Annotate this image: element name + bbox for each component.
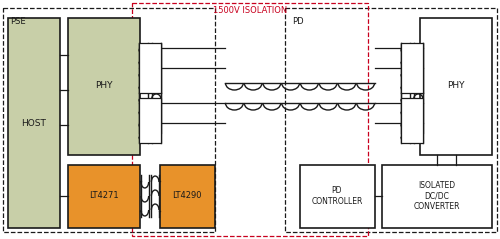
Text: PSE: PSE [10,17,26,26]
Text: PD
CONTROLLER: PD CONTROLLER [312,186,362,206]
Bar [300,165,375,228]
Bar [382,165,492,228]
Text: PD: PD [292,17,304,26]
Bar [132,3,368,236]
Bar [139,98,161,143]
Text: ISOLATED
DC/DC
CONVERTER: ISOLATED DC/DC CONVERTER [414,181,460,211]
Text: 1500V ISOLATION: 1500V ISOLATION [213,5,287,15]
Bar [401,98,423,143]
Text: LT4290: LT4290 [172,191,202,201]
Bar [401,43,423,93]
Bar [68,18,140,155]
Bar [160,165,215,228]
Text: PHY: PHY [448,81,465,91]
Bar [420,18,492,155]
Bar [285,8,497,232]
Text: LT4271: LT4271 [89,191,119,201]
Text: PHY: PHY [95,81,113,91]
Bar [139,43,161,93]
Text: HOST: HOST [22,119,46,127]
Bar [68,165,140,228]
Bar [3,8,215,232]
Bar [8,18,60,228]
